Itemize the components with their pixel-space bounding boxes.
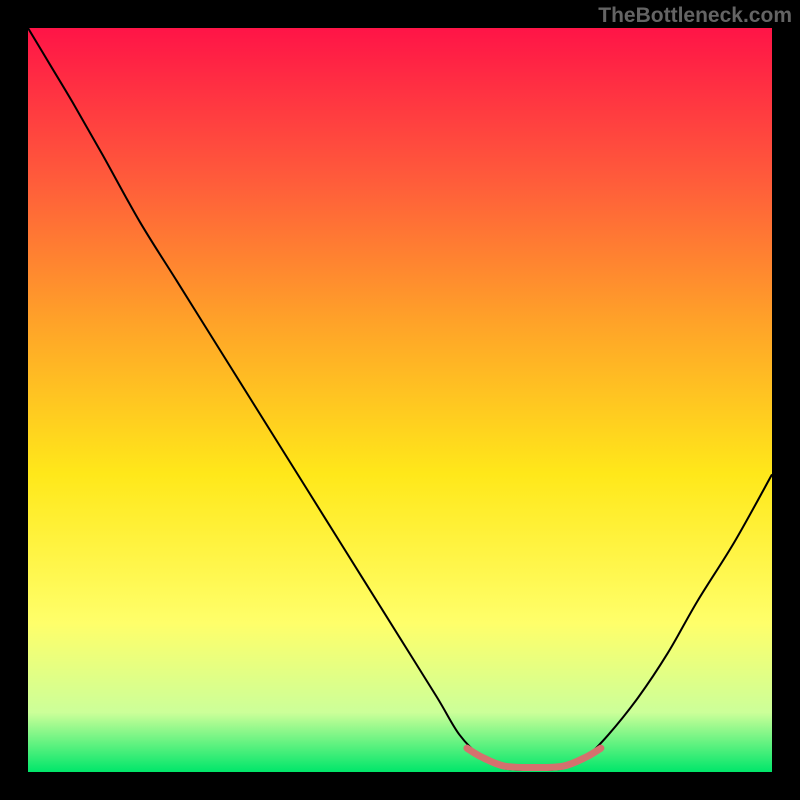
chart-svg [28, 28, 772, 772]
plot-area [28, 28, 772, 772]
chart-container: TheBottleneck.com [0, 0, 800, 800]
watermark-text: TheBottleneck.com [598, 4, 792, 28]
chart-background [28, 28, 772, 772]
